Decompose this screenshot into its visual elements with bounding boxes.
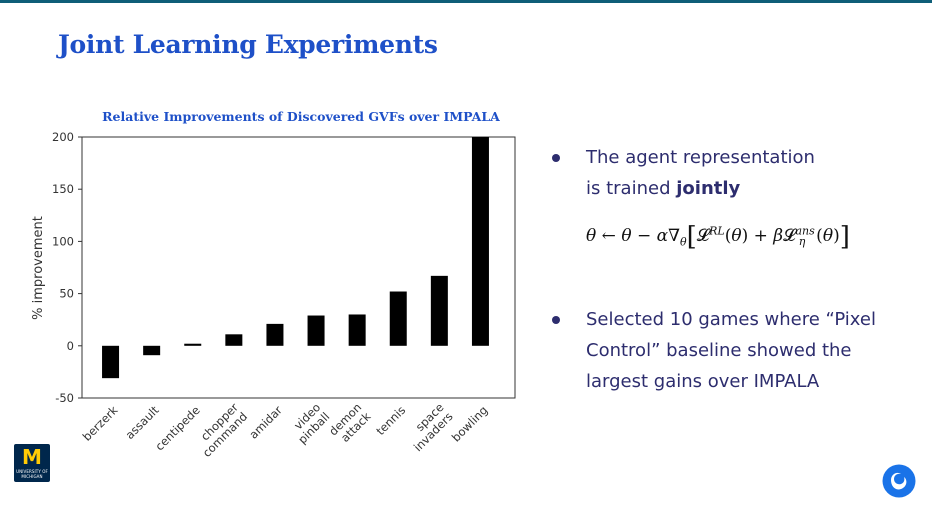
bar-chopper-command (225, 334, 243, 346)
slide-title: Joint Learning Experiments (58, 30, 438, 59)
x-tick-label: amidar (246, 403, 285, 442)
x-tick-label: videopinball (286, 400, 332, 446)
bullet-dot (552, 154, 560, 162)
umich-wordmark: UNIVERSITY OF MICHIGAN (16, 469, 48, 479)
y-tick-label: 0 (67, 339, 74, 353)
bar-centipede (184, 343, 202, 346)
bar-tennis (389, 291, 407, 346)
bullet-selected-games: Selected 10 games where “Pixel Control” … (550, 304, 920, 397)
x-tick-label-line: bowling (449, 403, 491, 445)
x-tick-label: choppercommand (190, 400, 250, 460)
x-label-group: berzerk assaultcentipedechoppercommandami… (80, 400, 491, 460)
chart-title: Relative Improvements of Discovered GVFs… (102, 109, 500, 124)
x-tick-label-line: assault (123, 403, 162, 442)
x-tick-label: bowling (449, 403, 491, 445)
x-tick-label: assault (123, 403, 162, 442)
bullet-1-line-1: The agent representation (586, 147, 815, 168)
deepmind-logo-icon (882, 464, 916, 498)
bullet-1-bold: jointly (676, 178, 741, 199)
top-accent-bar (0, 0, 932, 3)
umich-block-m: M (22, 445, 42, 469)
bullet-dot (552, 316, 560, 324)
x-tick-label-line: amidar (246, 403, 285, 442)
y-tick-group: 200 150 100 50 0 -50 (52, 130, 82, 405)
bar-video-pinball (307, 315, 325, 346)
bullet-joint-training: The agent representation is trained join… (550, 142, 920, 204)
bar-bowling (471, 137, 489, 346)
x-tick-label: spaceinvaders (402, 400, 456, 454)
bar-demon-attack (348, 314, 366, 346)
bar-space-invaders (430, 275, 448, 346)
bar-berzerk (102, 345, 120, 379)
bar-assault (143, 345, 161, 356)
university-of-michigan-logo: M UNIVERSITY OF MICHIGAN (14, 444, 50, 482)
bullet-list: The agent representation is trained join… (550, 142, 920, 397)
bullet-2-line-2: Control” baseline showed the (586, 340, 852, 361)
bullet-1-line-2: is trained jointly (586, 173, 920, 204)
y-tick-label: 50 (59, 287, 74, 301)
x-tick-label: demonattack (326, 400, 374, 448)
bar-group (102, 137, 489, 379)
y-axis-label: % improvement (31, 216, 46, 320)
x-tick-label: berzerk (80, 403, 121, 444)
x-tick-label: tennis (373, 403, 408, 438)
plot-frame (81, 136, 516, 399)
y-tick-label: -50 (55, 391, 74, 405)
bullet-2-line-3: largest gains over IMPALA (586, 371, 820, 392)
bar-amidar (266, 323, 284, 346)
y-tick-label: 100 (52, 234, 74, 248)
x-tick-label: centipede (152, 403, 202, 453)
x-tick-label-line: tennis (373, 403, 408, 438)
y-tick-label: 150 (52, 182, 74, 196)
bar-chart: Relative Improvements of Discovered GVFs… (31, 109, 516, 460)
y-tick-label: 200 (52, 130, 74, 144)
update-rule-formula: θ ← θ − α∇θ[𝓛RL(θ) + β𝓛ansη (θ)] (586, 222, 850, 252)
x-tick-label-line: berzerk (80, 403, 121, 444)
x-tick-label-line: centipede (152, 403, 202, 453)
bullet-2-line-1: Selected 10 games where “Pixel (586, 309, 876, 330)
bullet-1-text: is trained (586, 178, 677, 199)
